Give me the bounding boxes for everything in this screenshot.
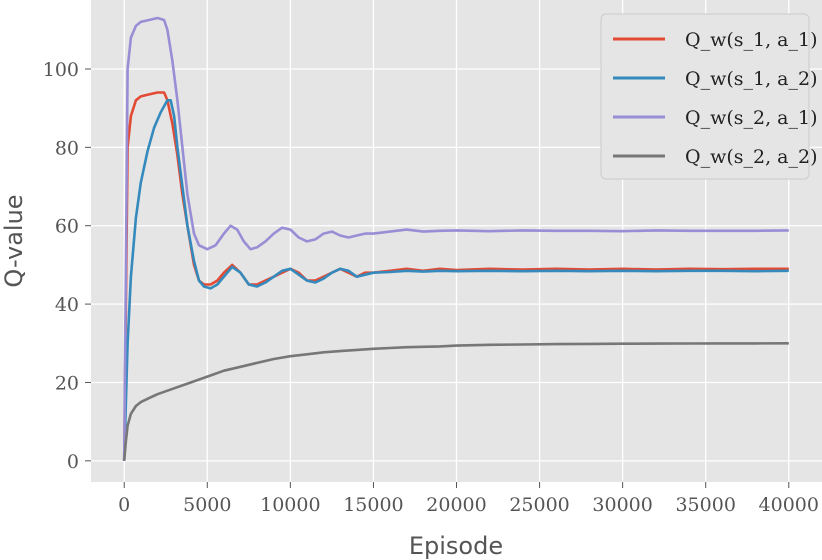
y-tick-label: 100 [43,59,79,81]
x-tick-label: 10000 [260,494,320,516]
x-tick-label: 30000 [592,494,652,516]
x-tick-label: 40000 [759,494,819,516]
y-tick-label: 60 [55,216,79,238]
y-tick-label: 20 [55,372,79,394]
series-line-3 [122,16,789,461]
x-axis-label: Episode [409,532,503,560]
series-line-2 [122,99,789,461]
x-tick-label: 35000 [675,494,735,516]
y-tick-label: 40 [55,294,79,316]
legend-box [600,13,810,180]
y-tick-label: 80 [55,137,79,159]
series-lines [122,16,789,461]
x-tick-label: 5000 [183,494,231,516]
y-tick-label: 0 [67,451,79,473]
legend-label: Q_w(s_2, a_1) [685,107,818,129]
x-tick-label: 15000 [343,494,403,516]
y-axis: 0 20 40 60 80 100 [43,59,91,473]
legend: Q_w(s_1, a_1) Q_w(s_1, a_2) Q_w(s_2, a_1) Q… [600,13,818,180]
x-tick-label: 25000 [509,494,569,516]
legend-label: Q_w(s_1, a_2) [685,68,818,90]
x-axis: 0 5000 10000 15000 20000 25000 30000 35000 40000 [118,482,819,516]
legend-label: Q_w(s_1, a_1) [685,29,818,51]
x-tick-label: 0 [118,494,130,516]
y-axis-label: Q-value [0,194,28,287]
x-tick-label: 20000 [426,494,486,516]
series-line-4 [122,341,789,461]
legend-label: Q_w(s_2, a_2) [685,146,818,168]
